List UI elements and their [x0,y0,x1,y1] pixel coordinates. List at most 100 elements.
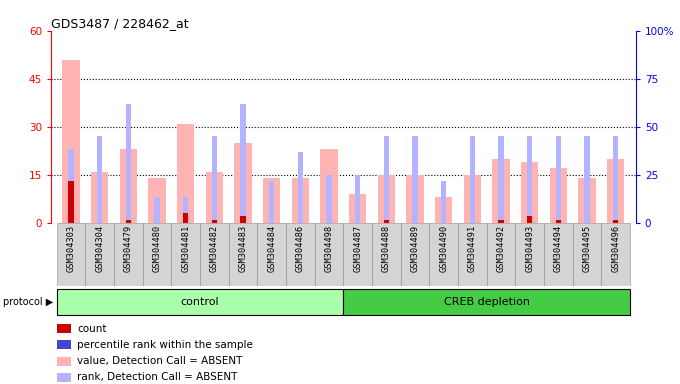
Text: GSM304304: GSM304304 [95,225,104,272]
Text: GSM304481: GSM304481 [182,225,190,272]
Bar [57,373,71,382]
Bar [56,290,343,315]
Text: count: count [78,323,107,334]
Bar [613,136,618,223]
Bar [114,223,143,286]
Bar [57,324,71,333]
Bar [320,149,338,223]
Bar [613,220,618,223]
Text: GSM304487: GSM304487 [353,225,362,272]
Bar [573,223,601,286]
Bar [148,178,166,223]
Text: GSM304479: GSM304479 [124,225,133,272]
Bar [556,220,561,223]
Bar [378,175,395,223]
Bar [241,216,245,223]
Bar [154,197,160,223]
Bar [487,223,515,286]
Bar [143,223,171,286]
Bar [235,143,252,223]
Bar [372,223,401,286]
Bar [407,175,424,223]
Bar [579,178,596,223]
Bar [429,223,458,286]
Bar [228,223,258,286]
Text: percentile rank within the sample: percentile rank within the sample [78,340,253,350]
Bar [258,223,286,286]
Bar [401,223,429,286]
Bar [56,223,86,286]
Bar [413,136,418,223]
Bar [544,223,573,286]
Bar [263,178,280,223]
Text: GSM304483: GSM304483 [239,225,248,272]
Bar [86,223,114,286]
Bar [91,172,108,223]
Text: GSM304491: GSM304491 [468,225,477,272]
Bar [69,149,73,223]
Bar [171,223,200,286]
Bar [183,213,188,223]
Bar [521,162,539,223]
Text: GSM304495: GSM304495 [583,225,592,272]
Text: GSM304498: GSM304498 [324,225,334,272]
Bar [435,197,452,223]
Bar [241,104,245,223]
Bar [298,152,303,223]
Bar [200,223,228,286]
Text: GSM304490: GSM304490 [439,225,448,272]
Bar [585,136,590,223]
Bar [315,223,343,286]
Bar [120,149,137,223]
Bar [126,104,131,223]
Bar [183,197,188,223]
Text: GSM304494: GSM304494 [554,225,563,272]
Bar [57,357,71,366]
Bar [63,60,80,223]
Text: GSM304488: GSM304488 [382,225,391,272]
Bar [343,223,372,286]
Bar [97,136,102,223]
Text: GSM304486: GSM304486 [296,225,305,272]
Bar [384,136,389,223]
Bar [470,136,475,223]
Text: CREB depletion: CREB depletion [444,297,530,308]
Bar [349,194,367,223]
Bar [269,181,274,223]
Text: rank, Detection Call = ABSENT: rank, Detection Call = ABSENT [78,372,238,382]
Bar [498,136,504,223]
Text: GSM304482: GSM304482 [210,225,219,272]
Bar [498,220,504,223]
Text: GSM304484: GSM304484 [267,225,276,272]
Bar [458,223,487,286]
Bar [343,290,630,315]
Bar [492,159,510,223]
Bar [206,172,223,223]
Text: GSM304492: GSM304492 [496,225,505,272]
Text: GSM304496: GSM304496 [611,225,620,272]
Bar [527,216,532,223]
Text: protocol ▶: protocol ▶ [3,297,54,307]
Text: GSM304489: GSM304489 [411,225,420,272]
Bar [527,136,532,223]
Bar [212,136,217,223]
Bar [556,136,561,223]
Text: GSM304493: GSM304493 [525,225,534,272]
Text: control: control [181,297,220,308]
Bar [69,181,73,223]
Bar [384,220,389,223]
Text: GDS3487 / 228462_at: GDS3487 / 228462_at [51,17,188,30]
Text: GSM304480: GSM304480 [152,225,162,272]
Bar [286,223,315,286]
Bar [292,178,309,223]
Bar [515,223,544,286]
Bar [550,168,567,223]
Bar [464,175,481,223]
Text: GSM304303: GSM304303 [67,225,75,272]
Bar [441,181,446,223]
Bar [355,175,360,223]
Text: value, Detection Call = ABSENT: value, Detection Call = ABSENT [78,356,243,366]
Bar [177,124,194,223]
Bar [212,220,217,223]
Bar [57,340,71,349]
